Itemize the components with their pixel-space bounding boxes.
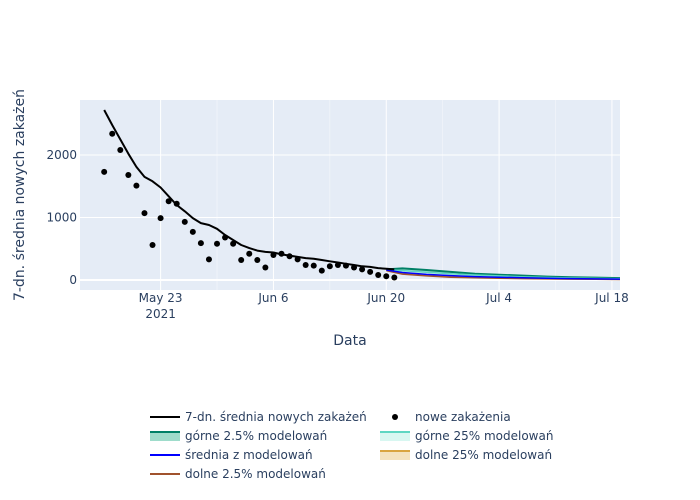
data-point: [246, 250, 253, 257]
legend-label: dolne 2.5% modelowań: [185, 467, 326, 481]
data-point: [141, 210, 148, 217]
data-point: [189, 228, 196, 235]
data-points: [101, 130, 398, 281]
data-point: [286, 253, 293, 260]
data-point: [165, 198, 172, 205]
legend-item-avg[interactable]: 7-dn. średnia nowych zakażeń: [150, 410, 367, 424]
data-point: [359, 266, 366, 273]
data-point: [351, 264, 358, 271]
data-point: [173, 200, 180, 207]
data-point: [375, 272, 382, 278]
data-point: [342, 262, 349, 269]
data-point: [125, 172, 132, 178]
legend-item-low25pct[interactable]: dolne 2.5% modelowań: [150, 467, 326, 481]
x-tick-label: Jun 6: [257, 291, 288, 305]
legend-swatch-fill: [380, 432, 410, 441]
series-lines: [103, 109, 621, 281]
legend-swatch: [392, 414, 398, 420]
legend-item-low25[interactable]: dolne 25% modelowań: [380, 448, 552, 462]
data-point: [205, 256, 212, 263]
data-point: [334, 262, 341, 268]
plot-background: [80, 100, 620, 290]
data-point: [101, 168, 108, 175]
data-point: [117, 147, 124, 153]
line-g-rne-2-5-modelowa: [386, 267, 621, 280]
legend-label: średnia z modelowań: [185, 448, 313, 462]
legend-item-up25[interactable]: górne 25% modelowań: [380, 429, 553, 443]
data-point: [133, 182, 140, 189]
data-point: [326, 263, 333, 270]
y-tick-label: 2000: [46, 148, 77, 162]
x-tick-label: Jul 4: [485, 291, 512, 305]
data-point: [270, 252, 277, 258]
legend-label: dolne 25% modelowań: [415, 448, 552, 462]
x-axis-title: Data: [333, 333, 366, 349]
legend-item-up25pct[interactable]: górne 2.5% modelowań: [150, 429, 327, 443]
legend-label: 7-dn. średnia nowych zakażeń: [185, 410, 367, 424]
data-point: [302, 262, 309, 268]
data-point: [310, 262, 317, 269]
legend-item-mean[interactable]: średnia z modelowań: [150, 448, 313, 462]
y-tick-label: 1000: [46, 211, 77, 225]
line-rednia-z-modelowa: [386, 269, 621, 280]
data-point: [109, 130, 116, 137]
data-point: [197, 240, 204, 247]
data-point: [238, 257, 245, 263]
x-tick-label: Jul 18: [594, 291, 629, 305]
data-point: [367, 268, 374, 275]
data-point: [254, 257, 261, 263]
data-point: [391, 274, 398, 281]
data-point: [157, 215, 164, 222]
x-tick-label: May 23: [139, 291, 183, 305]
data-point: [214, 240, 221, 247]
legend-label: nowe zakażenia: [415, 410, 511, 424]
data-point: [294, 256, 301, 263]
x-tick-sublabel: 2021: [145, 307, 176, 321]
y-tick-labels: 0 1000 2000: [46, 148, 77, 287]
legend-swatch-fill: [150, 432, 180, 441]
legend-item-new[interactable]: nowe zakażenia: [392, 410, 511, 424]
legend-label: górne 25% modelowań: [415, 429, 553, 443]
legend-swatch-fill: [380, 451, 410, 460]
data-point: [181, 218, 188, 225]
data-point: [222, 234, 229, 241]
data-point: [383, 273, 390, 280]
gridlines: [80, 100, 620, 290]
legend-label: górne 2.5% modelowań: [185, 429, 327, 443]
x-tick-label: Jun 20: [366, 291, 405, 305]
y-tick-label: 0: [69, 273, 77, 287]
data-point: [262, 264, 269, 271]
data-point: [149, 242, 156, 248]
data-point: [318, 267, 325, 274]
data-point: [230, 240, 237, 247]
legend[interactable]: 7-dn. średnia nowych zakażeń nowe zakażen…: [150, 410, 553, 481]
x-tick-labels: May 23 2021 Jun 6 Jun 20 Jul 4 Jul 18: [139, 291, 629, 321]
y-axis-title: 7-dn. średnia nowych zakażeń: [12, 89, 28, 301]
data-point: [278, 250, 285, 257]
